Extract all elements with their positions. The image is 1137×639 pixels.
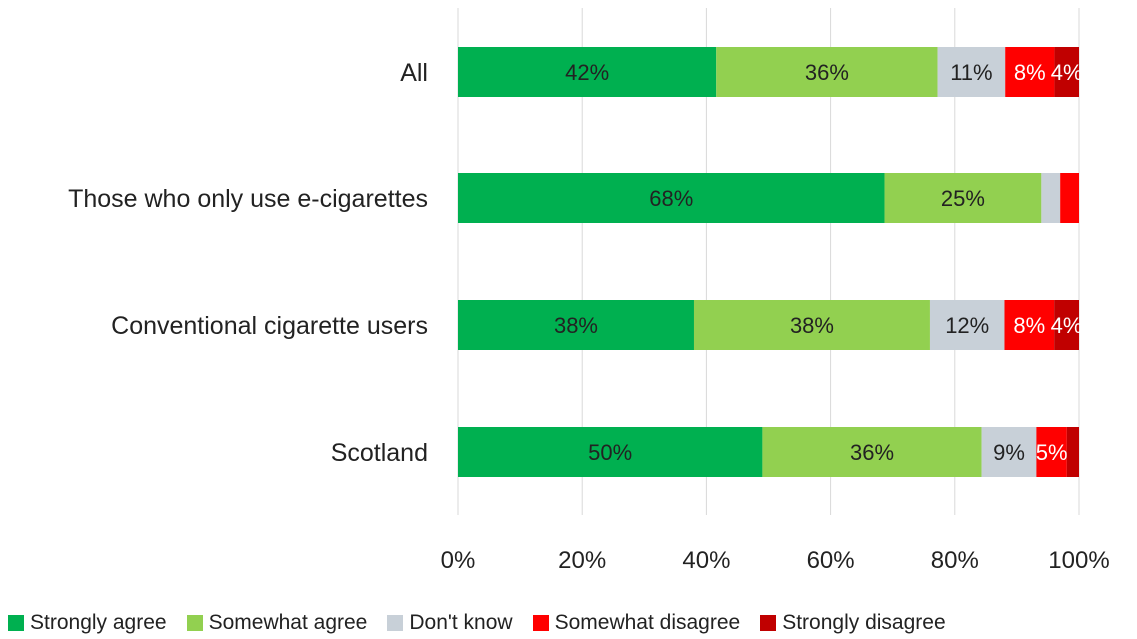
bar-segment <box>458 427 763 477</box>
data-label: 38% <box>554 313 598 338</box>
legend-swatch <box>186 615 203 631</box>
bar-segment <box>981 427 1037 477</box>
legend-swatch <box>8 615 24 631</box>
x-tick-label: 0% <box>441 547 476 574</box>
data-label: 36% <box>805 60 849 85</box>
bar-segment <box>1004 300 1055 350</box>
category-label: All <box>400 59 428 87</box>
category-label: Conventional cigarette users <box>111 312 428 340</box>
data-label: 4% <box>1051 60 1083 85</box>
legend-item: Somewhat disagree <box>532 611 741 635</box>
data-label: 4% <box>1051 313 1083 338</box>
data-label: 8% <box>1013 313 1045 338</box>
data-label: 11% <box>950 60 992 85</box>
bar-segment <box>1060 173 1079 223</box>
x-tick-label: 60% <box>807 547 855 574</box>
bar-segment <box>937 47 1006 97</box>
x-tick-label: 80% <box>931 547 979 574</box>
data-label: 25% <box>941 186 985 211</box>
bar-segment <box>762 427 982 477</box>
data-label: 12% <box>945 313 989 338</box>
data-label: 8% <box>1014 60 1046 85</box>
x-tick-label: 100% <box>1048 547 1109 574</box>
legend-swatch <box>532 615 549 631</box>
bar-segment <box>693 300 930 350</box>
bar-segment <box>458 300 694 350</box>
bar-segment <box>458 173 885 223</box>
data-label: 36% <box>850 440 894 465</box>
stacked-bar-chart: 0% 20% 40% 60% 80% 100% All Those who only use … <box>68 8 1110 574</box>
data-label: 5% <box>1036 440 1068 465</box>
x-tick-label: 40% <box>682 547 730 574</box>
data-label: 38% <box>790 313 834 338</box>
data-label: 42% <box>565 60 609 85</box>
data-label: 50% <box>588 440 632 465</box>
category-label: Those who only use e-cigarettes <box>68 185 428 213</box>
legend-item: Strongly agree <box>8 611 167 635</box>
bar-segment <box>1041 173 1061 223</box>
bar-segment <box>1005 47 1055 97</box>
legend-item: Strongly disagree <box>760 611 946 635</box>
data-label: 68% <box>649 186 693 211</box>
bar-segment <box>884 173 1042 223</box>
x-tick-label: 20% <box>558 547 606 574</box>
bar-segment <box>716 47 938 97</box>
legend-item: Somewhat agree <box>186 611 368 635</box>
legend-label: Strongly disagree <box>782 611 946 634</box>
legend-swatch <box>760 615 777 631</box>
legend-label: Somewhat disagree <box>554 611 741 634</box>
legend-label: Don't know <box>409 611 513 634</box>
legend-label: Somewhat agree <box>208 611 368 634</box>
legend: Strongly agree Somewhat agree Don't know So… <box>8 610 966 636</box>
legend-item: Don't know <box>387 611 513 635</box>
bar-segment <box>458 47 717 97</box>
bar-segment <box>929 300 1005 350</box>
bar-segment <box>1066 427 1079 477</box>
legend-swatch <box>387 615 404 631</box>
category-label: Scotland <box>331 439 428 467</box>
bar-segment <box>1054 47 1079 97</box>
bar-segment <box>1054 300 1079 350</box>
bar-segment <box>1036 427 1067 477</box>
legend-label: Strongly agree <box>30 611 167 634</box>
data-label: 9% <box>993 440 1025 465</box>
